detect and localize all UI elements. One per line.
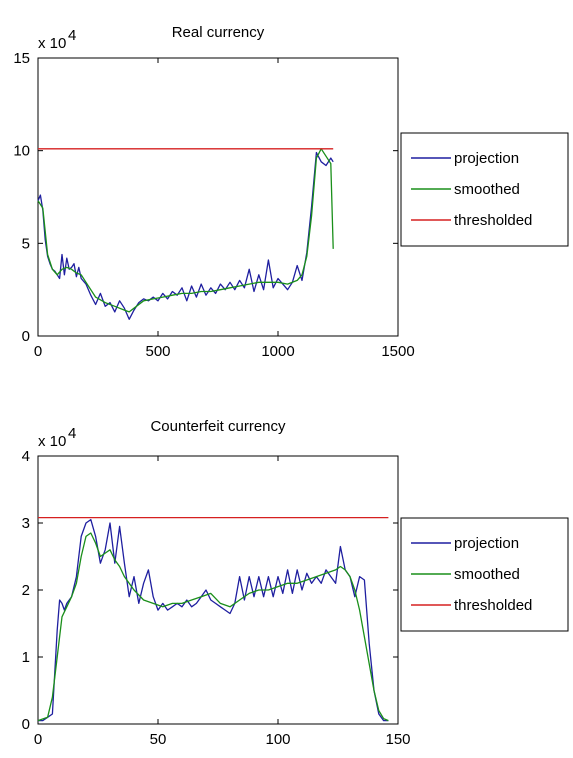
legend-label-projection: projection xyxy=(454,535,519,552)
legend-label-projection: projection xyxy=(454,150,519,167)
y-tick-label: 15 xyxy=(13,50,30,67)
chart-title: Real currency xyxy=(172,24,265,41)
legend-label-thresholded: thresholded xyxy=(454,597,532,614)
x-tick-label: 500 xyxy=(145,343,170,360)
chart-title: Counterfeit currency xyxy=(150,418,286,435)
y-tick-label: 0 xyxy=(22,716,30,733)
legend-label-thresholded: thresholded xyxy=(454,212,532,229)
x-tick-label: 1000 xyxy=(261,343,294,360)
y-multiplier: x 10 xyxy=(38,433,66,450)
x-tick-label: 0 xyxy=(34,343,42,360)
plot-area xyxy=(37,455,399,725)
y-tick-label: 2 xyxy=(22,582,30,599)
y-tick-label: 0 xyxy=(22,328,30,345)
x-tick-label: 150 xyxy=(385,731,410,748)
y-tick-label: 3 xyxy=(22,515,30,532)
y-multiplier-exponent: 4 xyxy=(68,425,76,442)
y-tick-label: 5 xyxy=(22,235,30,252)
legend-label-smoothed: smoothed xyxy=(454,181,520,198)
chart-1: Real currency x 10 4 0 500 1000 1500 0 5 10 15 proj… xyxy=(13,24,569,360)
x-tick-label: 50 xyxy=(150,731,167,748)
legend: projection smoothed thresholded xyxy=(400,132,569,247)
x-tick-label: 0 xyxy=(34,731,42,748)
legend-label-smoothed: smoothed xyxy=(454,566,520,583)
y-tick-label: 1 xyxy=(22,649,30,666)
plot-area xyxy=(37,57,399,337)
series-line-smoothed xyxy=(37,148,334,313)
y-multiplier-exponent: 4 xyxy=(68,27,76,44)
y-tick-label: 4 xyxy=(22,448,30,465)
series-line-smoothed xyxy=(37,532,389,722)
series-line-projection xyxy=(38,518,389,722)
y-multiplier: x 10 xyxy=(38,35,66,52)
legend: projection smoothed thresholded xyxy=(400,517,569,632)
y-tick-label: 10 xyxy=(13,143,30,160)
x-tick-label: 100 xyxy=(265,731,290,748)
x-tick-label: 1500 xyxy=(381,343,414,360)
